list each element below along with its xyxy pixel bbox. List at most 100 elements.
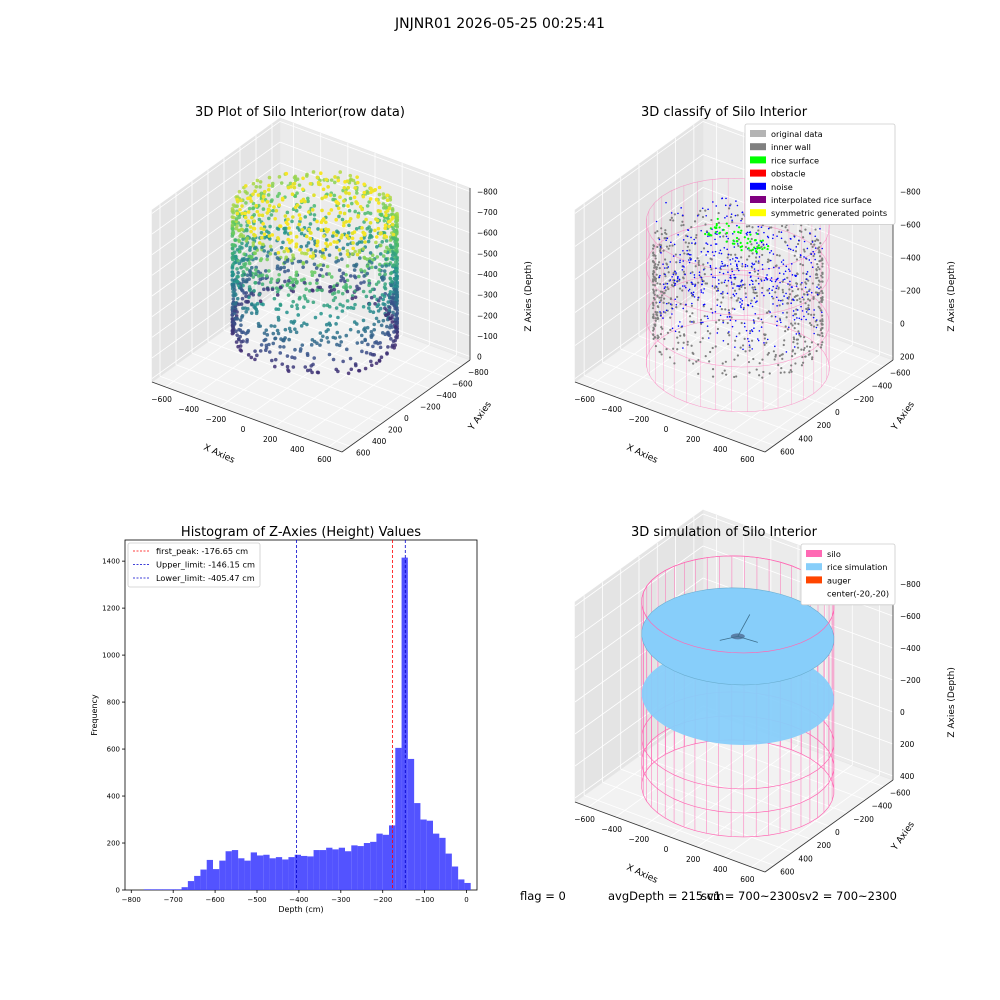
inner-wall-point — [682, 270, 685, 273]
histogram-legend-label: Lower_limit: -405.47 cm — [156, 573, 255, 583]
noise-point — [744, 265, 747, 268]
noise-point — [700, 250, 703, 253]
x-tick-label: 400 — [713, 865, 728, 874]
x-tick-label: 600 — [317, 455, 332, 464]
inner-wall-point — [819, 319, 822, 323]
inner-wall-point — [772, 350, 775, 353]
x-tick-label: 0 — [464, 896, 468, 904]
inner-wall-point — [654, 317, 657, 320]
noise-point — [793, 318, 796, 321]
noise-point — [739, 305, 742, 307]
noise-point — [733, 295, 736, 297]
rice-surface-point — [725, 240, 728, 243]
scatter-point — [319, 338, 324, 343]
inner-wall-point — [722, 319, 725, 322]
scatter-point — [390, 217, 394, 221]
scatter-point — [253, 251, 257, 256]
inner-wall-point — [757, 317, 760, 320]
scatter-point — [389, 295, 394, 300]
scatter-point — [270, 358, 274, 363]
noise-point — [757, 339, 760, 342]
noise-point — [689, 272, 692, 274]
scatter-point — [377, 201, 381, 205]
inner-wall-point — [820, 290, 823, 293]
inner-wall-point — [801, 263, 805, 267]
scatter-point — [319, 228, 324, 233]
inner-wall-point — [761, 376, 764, 379]
noise-point — [788, 268, 790, 271]
scatter-point — [394, 335, 398, 339]
scatter-point — [245, 300, 250, 304]
scatter-point — [332, 193, 337, 198]
noise-point — [772, 234, 775, 236]
scatter-point — [384, 264, 389, 268]
scatter-point — [260, 282, 265, 287]
noise-point — [734, 319, 737, 322]
inner-wall-point — [669, 297, 673, 300]
scatter-point — [238, 348, 243, 352]
scatter-point — [373, 228, 377, 233]
inner-wall-point — [821, 326, 824, 330]
scatter-point — [313, 315, 318, 320]
scatter-point — [346, 236, 351, 241]
noise-point — [750, 279, 753, 282]
noise-point — [677, 212, 679, 215]
scatter-point — [362, 182, 367, 187]
scatter-point — [291, 299, 296, 304]
histogram-bar — [439, 837, 446, 890]
noise-point — [711, 312, 714, 314]
noise-point — [798, 332, 800, 335]
scatter-point — [230, 255, 235, 260]
noise-point — [714, 243, 717, 245]
inner-wall-point — [772, 297, 775, 300]
scatter-point — [369, 186, 373, 191]
noise-point — [751, 280, 754, 283]
scatter-point — [270, 181, 275, 186]
z-tick-label: −200 — [477, 311, 498, 320]
histogram-bar — [206, 859, 213, 890]
scatter-point — [249, 265, 254, 270]
noise-point — [779, 281, 781, 284]
noise-point — [814, 235, 817, 238]
scatter-point — [365, 271, 370, 276]
rice-surface-point — [709, 227, 712, 230]
histogram-bar — [363, 843, 371, 890]
noise-point — [671, 275, 673, 278]
inner-wall-point — [714, 345, 717, 348]
inner-wall-point — [808, 345, 812, 349]
inner-wall-point — [796, 299, 799, 302]
inner-wall-point — [665, 347, 668, 351]
noise-point — [698, 271, 701, 274]
noise-point — [691, 281, 693, 284]
inner-wall-point — [749, 329, 752, 333]
scatter-point — [353, 295, 358, 300]
scatter-point — [329, 275, 334, 279]
scatter-point — [275, 264, 280, 268]
scatter-point — [393, 277, 398, 281]
scatter-point — [381, 254, 386, 258]
x-tick-label: −400 — [601, 405, 622, 414]
classify-legend-label: original data — [771, 129, 823, 139]
grid-line — [574, 545, 704, 639]
scatter-point — [288, 276, 292, 280]
auger-line — [719, 636, 738, 641]
scatter-point — [349, 201, 354, 206]
noise-point — [701, 280, 704, 283]
scatter-point — [237, 337, 241, 342]
scatter-point — [354, 200, 359, 204]
scatter-point — [333, 336, 338, 340]
noise-point — [716, 233, 718, 236]
noise-point — [676, 277, 679, 280]
scatter-point — [321, 263, 326, 268]
scatter-point — [311, 300, 316, 305]
inner-wall-point — [763, 343, 766, 346]
scatter-point — [304, 234, 309, 239]
scatter-point — [348, 356, 353, 361]
scatter-point — [378, 272, 382, 277]
scatter-point — [370, 287, 375, 292]
z-tick-label: 400 — [900, 772, 915, 781]
scatter-point — [235, 333, 239, 337]
inner-wall-point — [733, 375, 736, 379]
grid-line — [159, 375, 351, 447]
scatter-point — [251, 237, 255, 241]
